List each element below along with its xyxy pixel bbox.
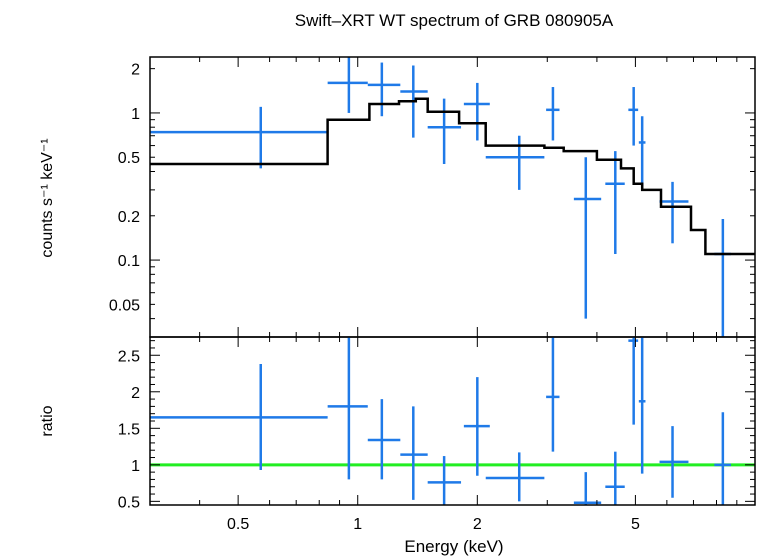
data-point [400, 406, 428, 500]
x-tick-label: 5 [631, 516, 640, 533]
x-tick-label: 2 [473, 516, 482, 533]
data-point [327, 57, 368, 113]
y-tick-label: 0.2 [118, 209, 140, 226]
data-point [367, 399, 401, 480]
y-tick-label: 2.5 [118, 348, 140, 365]
chart-title: Swift–XRT WT spectrum of GRB 080905A [295, 11, 614, 30]
y-tick-label: 0.1 [118, 253, 140, 270]
y-tick-label: 0.05 [109, 297, 140, 314]
data-point [546, 337, 560, 452]
data-point [628, 87, 639, 146]
x-tick-label: 0.5 [227, 516, 249, 533]
y-tick-label: 2 [131, 385, 140, 402]
data-point [714, 412, 731, 505]
data-point [605, 451, 625, 505]
ratio-panel: 0.5 1 2 5 2.5 2 1.5 1 0.5 [118, 336, 756, 533]
data-point [714, 219, 731, 337]
data-point [659, 181, 689, 244]
data-point [485, 452, 545, 502]
y-tick-label: 1 [131, 458, 140, 475]
data-point [150, 106, 328, 169]
spectrum-panel: 2 1 0.5 0.2 0.1 0.05 [109, 56, 756, 338]
panel-frame [149, 56, 756, 338]
y-tick-label: 1.5 [118, 421, 140, 438]
data-point [327, 337, 368, 480]
panel-frame [149, 336, 756, 506]
data-point [150, 364, 328, 470]
data-point [628, 337, 639, 425]
y-tick-label: 0.5 [118, 494, 140, 511]
data-point [659, 426, 689, 498]
data-point [546, 87, 560, 141]
y-tick-label: 1 [131, 106, 140, 123]
data-point [485, 135, 545, 190]
y-axis-label-bottom: ratio [39, 405, 56, 436]
data-point [427, 98, 462, 164]
data-point [367, 62, 401, 117]
data-point [638, 337, 646, 474]
y-tick-label: 0.5 [118, 150, 140, 167]
data-point [638, 116, 646, 186]
data-point [463, 82, 490, 141]
data-point [605, 151, 625, 254]
model-step-line [150, 97, 755, 256]
y-axis-label-top: counts s⁻¹ keV⁻¹ [39, 138, 56, 257]
x-axis-label: Energy (keV) [404, 537, 503, 556]
data-point [427, 456, 462, 505]
data-point [463, 377, 490, 476]
x-tick-label: 1 [353, 516, 362, 533]
y-tick-label: 2 [131, 62, 140, 79]
data-point [573, 157, 602, 319]
